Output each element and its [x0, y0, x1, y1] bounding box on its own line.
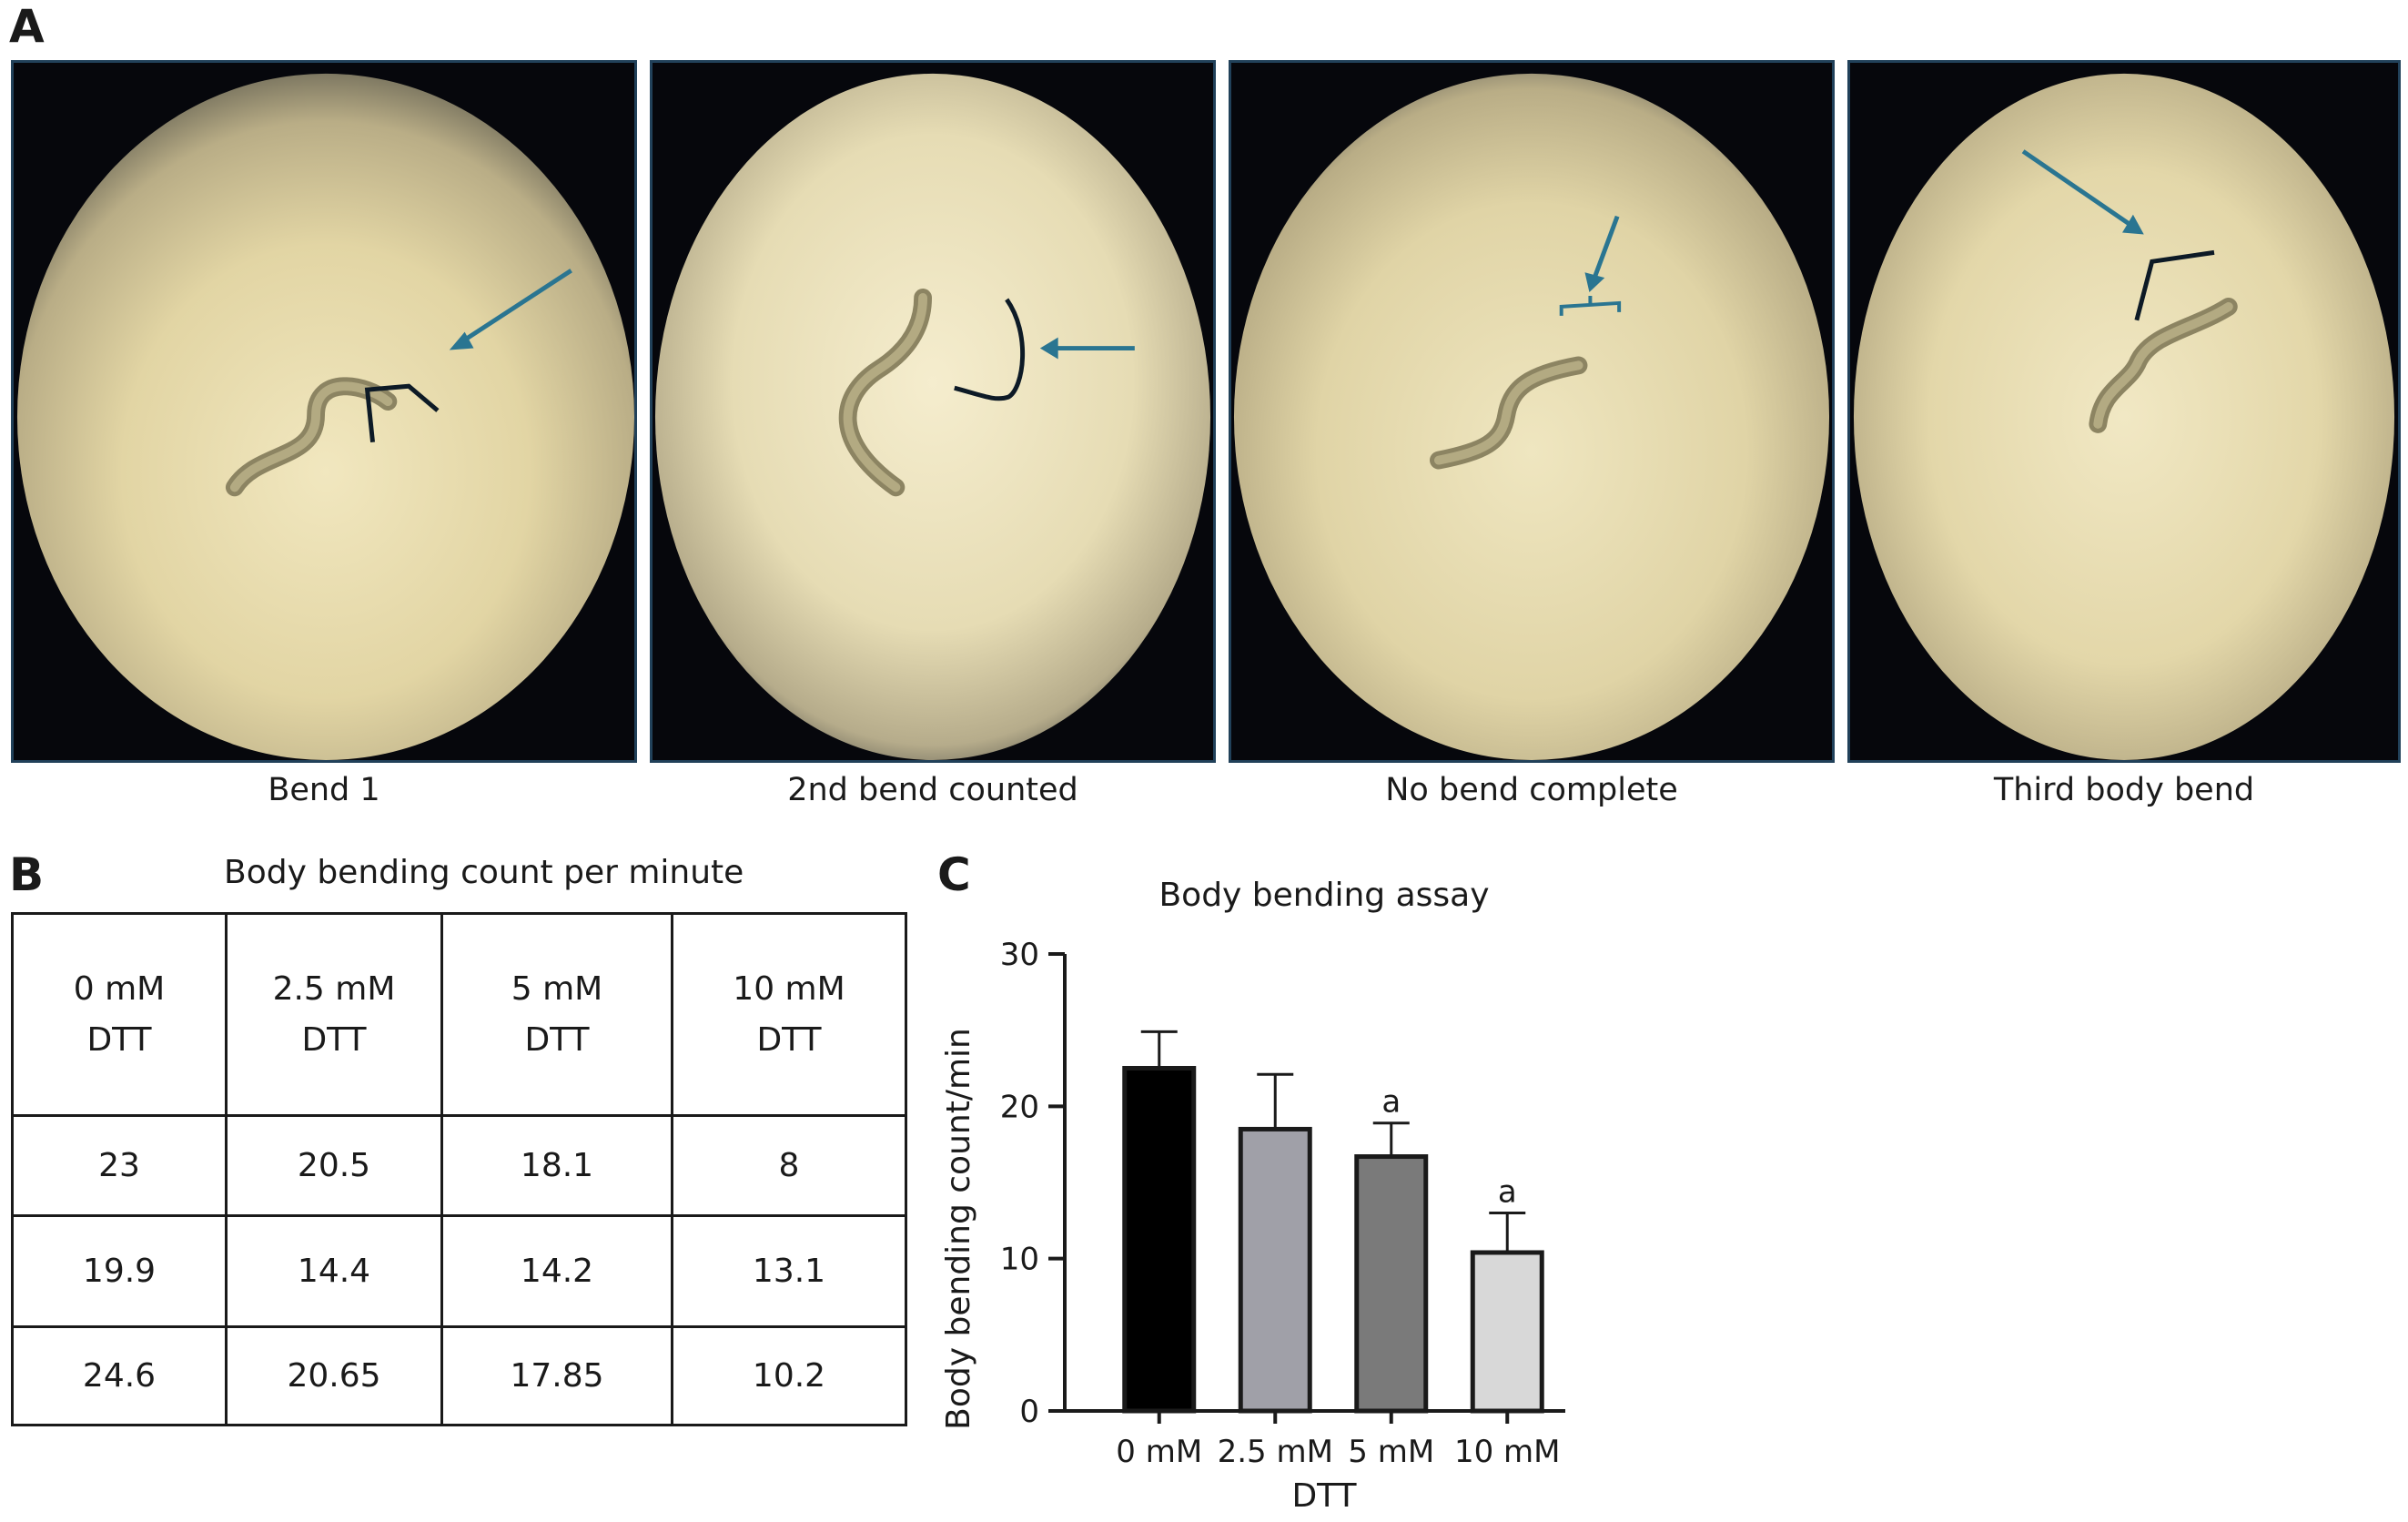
y-axis-label: Body bending count/min [940, 1028, 977, 1430]
table-cell: 14.4 [225, 1214, 443, 1328]
caption-image-1: Bend 1 [268, 772, 380, 808]
table-header-cell: 0 mM DTT [11, 912, 228, 1117]
panel-label-c: C [937, 848, 971, 901]
bar [1238, 1126, 1312, 1414]
caption-image-4: Third body bend [1993, 772, 2255, 808]
table-title: Body bending count per minute [224, 854, 744, 891]
micrograph-no-bend [1229, 60, 1835, 763]
table-cell: 24.6 [11, 1325, 228, 1426]
table-cell: 23 [11, 1114, 228, 1217]
body-bending-table: 0 mM DTT 2.5 mM DTT 5 mM DTT 10 mM DTT 23 20… [11, 912, 907, 1426]
x-tick-label: 0 mM [1116, 1434, 1202, 1470]
table-row: 23 20.5 18.1 8 [11, 1114, 907, 1217]
caption-image-2: 2nd bend counted [787, 772, 1078, 808]
table-header-cell: 10 mM DTT [671, 912, 907, 1117]
table-header-cell: 2.5 mM DTT [225, 912, 443, 1117]
caption-image-3: No bend complete [1385, 772, 1678, 808]
table-cell: 18.1 [440, 1114, 673, 1217]
significance-label: a [1381, 1084, 1401, 1121]
y-tick-label: 0 [1019, 1394, 1039, 1430]
x-tick-label: 5 mM [1348, 1434, 1434, 1470]
table-header-row: 0 mM DTT 2.5 mM DTT 5 mM DTT 10 mM DTT [11, 912, 907, 1117]
bar [1122, 1066, 1197, 1414]
micrograph-third-bend [1847, 60, 2401, 763]
micrograph-bend-2 [650, 60, 1216, 763]
x-axis-label: DTT [1291, 1477, 1357, 1515]
table-cell: 13.1 [671, 1214, 907, 1328]
y-tick-label: 30 [1000, 937, 1039, 973]
micrograph-bend-1 [11, 60, 637, 763]
x-tick-label: 10 mM [1454, 1434, 1561, 1470]
y-tick-label: 20 [1000, 1089, 1039, 1125]
y-tick-label: 10 [1000, 1242, 1039, 1278]
panel-label-b: B [9, 848, 45, 901]
table-header-cell: 5 mM DTT [440, 912, 673, 1117]
panel-label-a: A [9, 0, 45, 53]
x-tick-label: 2.5 mM [1218, 1434, 1333, 1470]
chart-title: Body bending assay [1158, 877, 1489, 914]
table-cell: 19.9 [11, 1214, 228, 1328]
body-bending-bar-chart: Body bending assay Body bending count/mi… [940, 877, 1565, 1515]
table-cell: 10.2 [671, 1325, 907, 1426]
bar [1470, 1250, 1544, 1414]
table-cell: 8 [671, 1114, 907, 1217]
bar [1354, 1154, 1429, 1414]
table-cell: 17.85 [440, 1325, 673, 1426]
table-cell: 20.65 [225, 1325, 443, 1426]
significance-label: a [1498, 1173, 1517, 1210]
table-row: 19.9 14.4 14.2 13.1 [11, 1214, 907, 1328]
table-row: 24.6 20.65 17.85 10.2 [11, 1325, 907, 1426]
table-cell: 14.2 [440, 1214, 673, 1328]
table-cell: 20.5 [225, 1114, 443, 1217]
